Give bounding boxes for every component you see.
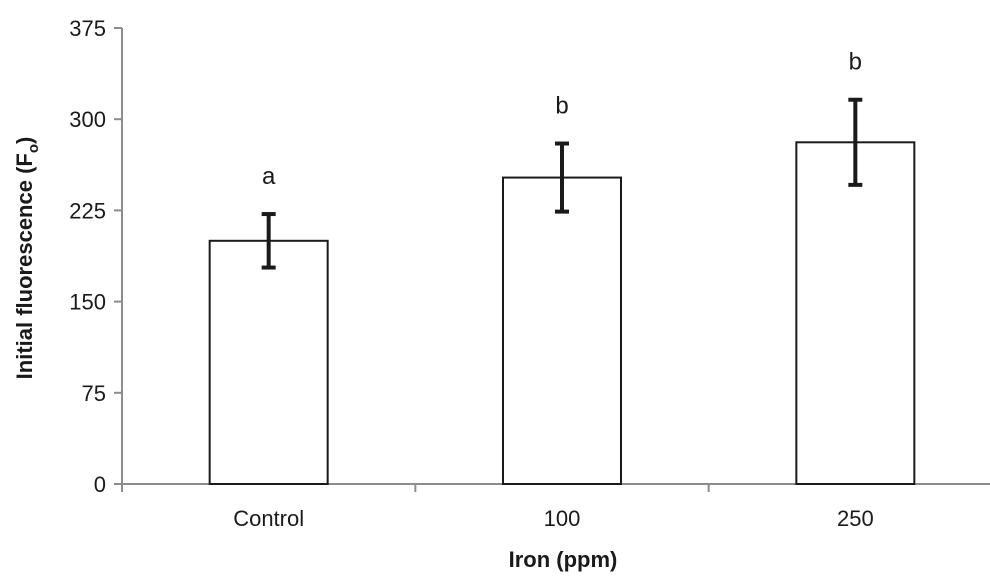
plot-area: 0 75 150 225 300 375 a Control b 100 b 250 [69, 16, 990, 531]
y-axis-title: Initial fluorescence (Fo) [12, 137, 42, 380]
y-axis-title-subscript: o [25, 144, 42, 153]
bar [502, 176, 622, 485]
x-tick-label: Control [233, 506, 304, 531]
y-tick-label: 150 [69, 290, 106, 315]
y-tick-label: 375 [69, 16, 106, 41]
x-tick-label: 250 [837, 506, 874, 531]
bar [208, 239, 329, 485]
y-axis-title-end: ) [12, 137, 37, 144]
y-tick-label: 300 [69, 107, 106, 132]
bar [795, 141, 916, 486]
y-axis-title-main: Initial fluorescence (F [12, 153, 37, 379]
significance-label: b [849, 49, 862, 76]
y-tick-label: 0 [94, 472, 106, 497]
y-tick-label: 75 [82, 381, 106, 406]
significance-label: a [262, 163, 276, 190]
significance-label: b [555, 93, 568, 120]
x-axis-title: Iron (ppm) [509, 547, 618, 572]
x-tick-label: 100 [544, 506, 581, 531]
y-tick-label: 225 [69, 198, 106, 223]
